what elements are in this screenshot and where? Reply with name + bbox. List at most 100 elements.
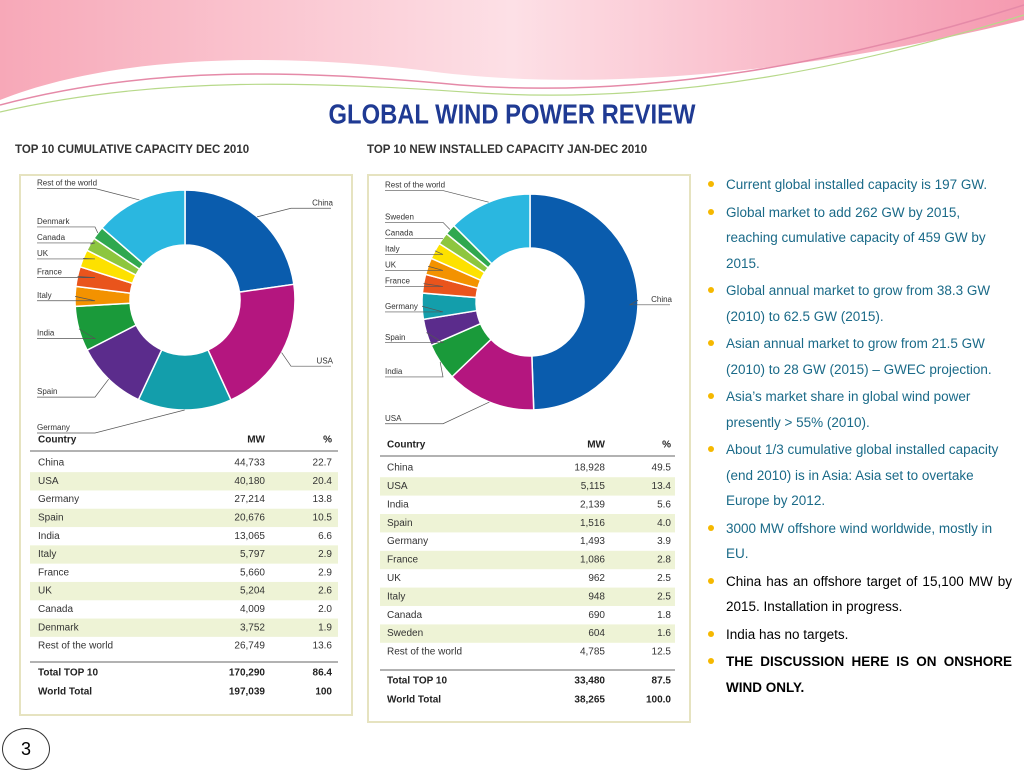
table-cell: 3.9 — [657, 536, 671, 547]
segment-label: Rest of the world — [37, 179, 97, 188]
callout-line — [37, 189, 139, 200]
table-total: 100.0 — [646, 695, 671, 706]
row-band — [380, 477, 675, 495]
row-band — [30, 509, 338, 527]
table-cell: 962 — [588, 573, 605, 584]
table-cell: 1,086 — [580, 555, 605, 566]
table-total: 33,480 — [574, 676, 605, 687]
table-cell: 13,065 — [234, 531, 265, 542]
segment-label: India — [385, 367, 403, 376]
table-cell: France — [38, 567, 70, 578]
table-cell: UK — [38, 586, 52, 597]
table-cell: Rest of the world — [38, 641, 113, 652]
table-cell: 2.8 — [657, 555, 671, 566]
segment-label: Canada — [37, 233, 66, 242]
bullet: About 1/3 cumulative global installed ca… — [706, 437, 1012, 514]
segment-label: USA — [317, 356, 334, 365]
table-cell: 40,180 — [234, 476, 265, 487]
table-cell: 5,204 — [240, 586, 265, 597]
table-cell: 2,139 — [580, 499, 605, 510]
row-band — [380, 551, 675, 569]
segment-label: Spain — [385, 333, 405, 342]
table-total: 197,039 — [229, 687, 266, 698]
donut-segment — [530, 194, 638, 410]
table-total: 100 — [315, 687, 332, 698]
row-band — [30, 545, 338, 563]
callout-line — [37, 258, 95, 259]
segment-label: UK — [37, 249, 49, 258]
table-cell: USA — [387, 481, 408, 492]
segment-label: China — [651, 295, 672, 304]
bullet-list: Current global installed capacity is 197… — [706, 172, 1012, 702]
table-cell: 1.6 — [657, 628, 671, 639]
bullet: China has an offshore target of 15,100 M… — [706, 569, 1012, 620]
table-cell: 18,928 — [574, 463, 605, 474]
bullet: Current global installed capacity is 197… — [706, 172, 1012, 198]
table-total: World Total — [38, 687, 92, 698]
row-band — [380, 624, 675, 642]
table-cell: USA — [38, 476, 59, 487]
donut-segment — [185, 190, 294, 292]
segment-label: Germany — [385, 302, 418, 311]
table-cell: India — [38, 531, 60, 542]
table-header: % — [323, 435, 332, 446]
segment-label: China — [312, 198, 333, 207]
row-band — [30, 472, 338, 490]
table-cell: Canada — [38, 604, 73, 615]
table-cell: 44,733 — [234, 458, 265, 469]
table-cell: Denmark — [38, 622, 80, 633]
table-header: Country — [38, 435, 77, 446]
table-cell: 26,749 — [234, 641, 265, 652]
table-total: Total TOP 10 — [387, 676, 447, 687]
table-cell: Rest of the world — [387, 647, 462, 658]
table-header: Country — [387, 440, 426, 451]
bullet: Asia’s market share in global wind power… — [706, 384, 1012, 435]
table-cell: 2.9 — [318, 549, 332, 560]
bullet: 3000 MW offshore wind worldwide, mostly … — [706, 516, 1012, 567]
chart-title: TOP 10 CUMULATIVE CAPACITY DEC 2010 — [15, 144, 249, 156]
segment-label: UK — [385, 261, 397, 270]
table-cell: Sweden — [387, 628, 423, 639]
table-cell: 690 — [588, 610, 605, 621]
table-cell: Spain — [387, 518, 413, 529]
table-cell: 4,009 — [240, 604, 265, 615]
table-cell: Spain — [38, 513, 64, 524]
segment-label: USA — [385, 414, 402, 423]
table-total: 87.5 — [652, 676, 672, 687]
table-cell: Italy — [387, 591, 405, 602]
table-cell: 22.7 — [313, 458, 333, 469]
row-band — [380, 588, 675, 606]
page-number: 3 — [2, 728, 50, 770]
callout-line — [257, 208, 331, 217]
table-cell: 2.6 — [318, 586, 332, 597]
segment-label: Rest of the world — [385, 181, 445, 190]
segment-label: Sweden — [385, 213, 414, 222]
table-cell: 12.5 — [652, 647, 672, 658]
table-header: MW — [587, 440, 605, 451]
table-header: MW — [247, 435, 265, 446]
table-cell: 2.9 — [318, 567, 332, 578]
chart-title: TOP 10 NEW INSTALLED CAPACITY JAN-DEC 20… — [367, 144, 647, 156]
table-cell: France — [387, 555, 419, 566]
table-cell: 1,493 — [580, 536, 605, 547]
bullet: Asian annual market to grow from 21.5 GW… — [706, 331, 1012, 382]
table-cell: China — [387, 463, 414, 474]
table-cell: 4,785 — [580, 647, 605, 658]
table-cell: Germany — [387, 536, 428, 547]
table-cell: 2.5 — [657, 591, 671, 602]
table-cell: Germany — [38, 494, 79, 505]
table-cell: 20,676 — [234, 513, 265, 524]
table-cell: 5.6 — [657, 499, 671, 510]
callout-line — [37, 227, 98, 233]
table-cell: 948 — [588, 591, 605, 602]
segment-label: Italy — [37, 291, 52, 300]
table-cell: Italy — [38, 549, 56, 560]
bullet: THE DISCUSSION HERE IS ON ONSHORE WIND O… — [706, 649, 1012, 700]
table-cell: China — [38, 458, 65, 469]
slide-title: GLOBAL WIND POWER REVIEW — [329, 98, 696, 130]
callout-line — [37, 243, 95, 244]
header-wave — [0, 0, 1024, 100]
table-cell: 2.5 — [657, 573, 671, 584]
callout-line — [385, 191, 489, 203]
